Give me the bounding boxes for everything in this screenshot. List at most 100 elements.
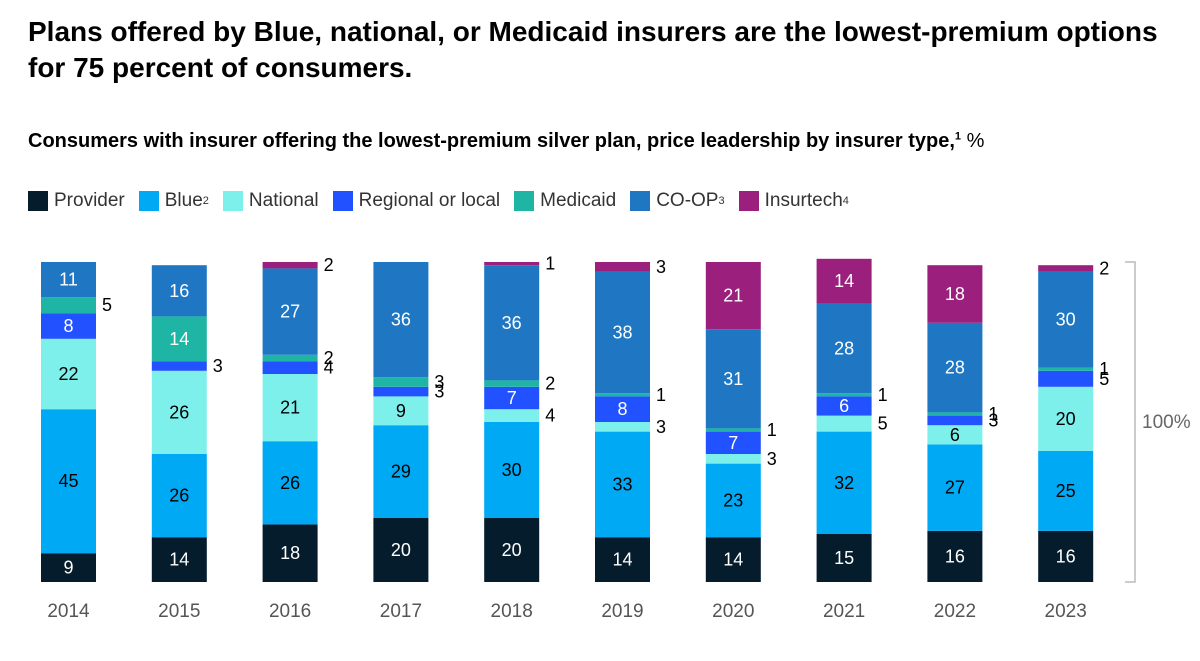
- bar-segment-national-2022: [927, 425, 983, 445]
- data-label-regional-or-local-2014: 8: [63, 316, 73, 336]
- bar-segment-medicaid-2017: [373, 377, 429, 387]
- data-label-insurtech-2018: 1: [545, 254, 555, 274]
- data-label-blue-2018: 30: [502, 460, 522, 480]
- data-label-co-op-2022: 28: [945, 358, 965, 378]
- bar-segment-co-op-2022: [927, 322, 983, 413]
- bar-segment-provider-2016: [262, 524, 318, 582]
- data-label-medicaid-2016: 2: [324, 348, 334, 368]
- data-label-national-2018: 4: [545, 406, 555, 426]
- bar-segment-regional-or-local-2021: [816, 396, 872, 416]
- legend-swatch: [514, 191, 535, 211]
- bar-segment-co-op-2019: [595, 271, 650, 394]
- bar-segment-provider-2014: [41, 553, 96, 582]
- legend-footnote: 4: [842, 195, 849, 207]
- data-label-blue-2023: 25: [1056, 481, 1076, 501]
- data-label-regional-or-local-2019: 8: [617, 399, 627, 419]
- bar-segment-blue-2016: [262, 441, 318, 525]
- bar-segment-blue-2018: [484, 422, 540, 518]
- data-label-national-2017: 9: [396, 401, 406, 421]
- bar-segment-co-op-2021: [816, 303, 872, 394]
- data-label-provider-2015: 14: [169, 550, 189, 570]
- data-label-medicaid-2015: 14: [169, 329, 189, 349]
- bar-segment-regional-or-local-2015: [151, 361, 207, 371]
- data-label-national-2016: 21: [280, 398, 300, 418]
- data-label-regional-or-local-2023: 5: [1099, 369, 1109, 389]
- data-label-medicaid-2022: 1: [988, 404, 998, 424]
- data-label-insurtech-2016: 2: [324, 255, 334, 275]
- legend-swatch: [28, 191, 48, 211]
- bar-segment-regional-or-local-2017: [373, 386, 429, 397]
- bar-segment-medicaid-2021: [816, 393, 872, 397]
- bar-segment-co-op-2020: [705, 329, 761, 429]
- bar-segment-provider-2017: [373, 518, 429, 582]
- legend-swatch: [138, 191, 159, 211]
- bar-segment-blue-2015: [151, 454, 207, 538]
- data-label-national-2023: 20: [1056, 409, 1076, 429]
- total-bracket: [1125, 261, 1136, 583]
- bar-segment-insurtech-2016: [262, 262, 318, 269]
- data-label-co-op-2019: 38: [612, 322, 632, 342]
- subtitle-footnote: 1: [954, 130, 962, 143]
- bar-segment-medicaid-2015: [151, 316, 207, 362]
- data-label-co-op-2023: 30: [1056, 310, 1076, 330]
- bar-segment-provider-2018: [484, 518, 540, 582]
- data-label-co-op-2016: 27: [280, 302, 300, 322]
- chart-title: Plans offered by Blue, national, or Medi…: [28, 16, 1158, 83]
- data-label-insurtech-2021: 14: [834, 271, 854, 291]
- bar-segment-national-2016: [262, 374, 318, 442]
- bar-segment-co-op-2017: [373, 262, 429, 378]
- bar-segment-regional-or-local-2022: [927, 415, 983, 426]
- data-label-blue-2019: 33: [612, 474, 632, 494]
- legend-item-national: National: [222, 190, 319, 212]
- bar-segment-medicaid-2018: [484, 380, 540, 387]
- x-tick-label-2022: 2022: [934, 601, 976, 622]
- stacked-bar-chart: 9452285112014142626314162015182621422722…: [41, 254, 1191, 622]
- x-tick-label-2023: 2023: [1045, 601, 1087, 622]
- data-label-medicaid-2019: 1: [656, 385, 666, 405]
- bar-segment-co-op-2015: [151, 265, 207, 317]
- data-label-provider-2021: 15: [834, 548, 854, 568]
- data-label-blue-2017: 29: [391, 462, 411, 482]
- data-label-national-2021: 5: [878, 414, 888, 434]
- data-label-insurtech-2022: 18: [945, 284, 965, 304]
- bar-segment-provider-2019: [595, 537, 650, 582]
- subtitle-unit: %: [966, 130, 985, 152]
- x-tick-label-2015: 2015: [158, 601, 200, 622]
- data-label-blue-2020: 23: [723, 490, 743, 510]
- x-tick-label-2014: 2014: [47, 601, 90, 622]
- data-label-provider-2019: 14: [612, 550, 632, 570]
- legend-label: Medicaid: [540, 190, 617, 211]
- bar-segment-national-2020: [705, 454, 761, 464]
- bar-segment-blue-2022: [927, 444, 983, 531]
- bar-segment-insurtech-2021: [816, 258, 872, 304]
- data-label-provider-2018: 20: [502, 540, 522, 560]
- bar-segment-insurtech-2018: [484, 262, 540, 266]
- subtitle-text: Consumers with insurer offering the lowe…: [28, 130, 955, 152]
- x-tick-label-2016: 2016: [269, 601, 311, 622]
- data-label-national-2020: 3: [767, 449, 777, 469]
- bar-segment-regional-or-local-2018: [484, 386, 540, 410]
- bar-segment-insurtech-2019: [595, 262, 650, 272]
- bar-segment-regional-or-local-2023: [1038, 370, 1094, 387]
- legend-item-blue: Blue 2: [138, 190, 209, 212]
- bar-segment-blue-2019: [595, 431, 650, 538]
- bar-segment-insurtech-2020: [705, 262, 761, 330]
- data-label-insurtech-2020: 21: [723, 286, 743, 306]
- data-label-insurtech-2023: 2: [1099, 258, 1109, 278]
- data-label-regional-or-local-2018: 7: [507, 388, 517, 408]
- legend-label: Regional or local: [358, 190, 501, 211]
- data-label-regional-or-local-2015: 3: [213, 356, 223, 376]
- chart-subtitle: Consumers with insurer offering the lowe…: [28, 130, 984, 153]
- data-label-provider-2014: 9: [63, 558, 73, 578]
- data-label-co-op-2021: 28: [834, 338, 854, 358]
- legend-label: Blue: [164, 190, 203, 211]
- data-label-co-op-2018: 36: [502, 313, 522, 333]
- total-label: 100%: [1142, 412, 1191, 433]
- bar-segment-national-2017: [373, 396, 429, 426]
- x-tick-label-2020: 2020: [712, 601, 754, 622]
- data-label-co-op-2014: 11: [59, 270, 78, 290]
- data-label-national-2015: 26: [169, 402, 189, 422]
- bar-segment-provider-2020: [705, 537, 761, 582]
- legend-label: Provider: [54, 190, 125, 211]
- bar-segment-blue-2017: [373, 425, 429, 518]
